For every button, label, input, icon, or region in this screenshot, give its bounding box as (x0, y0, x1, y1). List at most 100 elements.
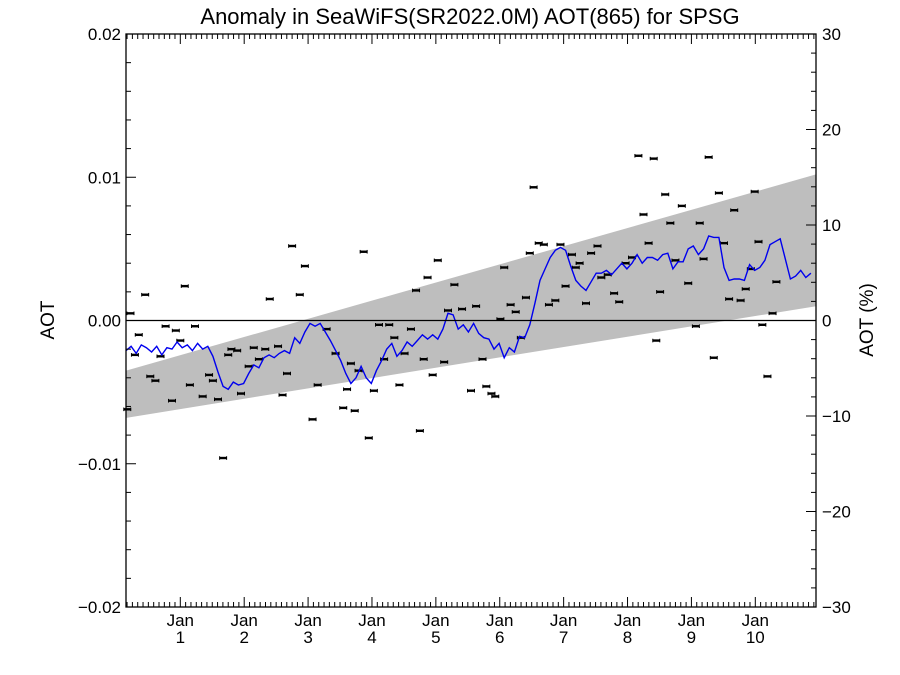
monthly-point (491, 394, 500, 399)
monthly-point (458, 307, 467, 311)
monthly-point (529, 185, 538, 190)
x-tick-label-year: 2 (239, 628, 248, 647)
monthly-point (440, 360, 449, 364)
monthly-point (521, 295, 530, 300)
monthly-point (661, 192, 670, 197)
monthly-point (395, 383, 404, 387)
x-tick-label-year: 5 (431, 628, 440, 647)
x-tick-label-year: 1 (176, 628, 185, 647)
monthly-point (265, 297, 274, 301)
monthly-point (205, 373, 214, 377)
monthly-point (666, 221, 675, 225)
right-tick-label: 10 (822, 216, 841, 235)
monthly-point (699, 257, 708, 261)
monthly-point (615, 300, 624, 304)
left-axis-tick-labels: −0.02 −0.01 0.00 0.01 0.02 (78, 25, 121, 617)
monthly-point (134, 333, 143, 337)
monthly-point (185, 383, 194, 387)
monthly-point (487, 391, 496, 396)
x-tick-label-month: Jan (678, 611, 705, 630)
monthly-point (375, 322, 383, 327)
monthly-point (709, 355, 718, 360)
monthly-point (478, 357, 487, 361)
monthly-point (567, 252, 576, 257)
monthly-point (331, 351, 340, 356)
monthly-point (551, 298, 560, 303)
monthly-point (684, 281, 693, 286)
monthly-point (385, 322, 394, 327)
monthly-point (730, 208, 739, 212)
left-tick-label: 0.01 (88, 168, 121, 187)
x-tick-label-month: Jan (294, 611, 321, 630)
monthly-point (691, 324, 700, 329)
chart-title: Anomaly in SeaWiFS(SR2022.0M) AOT(865) f… (200, 4, 739, 29)
left-tick-label: −0.01 (78, 455, 121, 474)
monthly-point (369, 388, 378, 393)
monthly-point (278, 393, 287, 397)
y-axis-label: AOT (38, 300, 59, 339)
monthly-point (283, 371, 291, 376)
monthly-point (639, 212, 648, 217)
monthly-point (224, 353, 233, 357)
monthly-point (237, 391, 245, 396)
monthly-point (575, 261, 584, 265)
monthly-point (233, 348, 242, 353)
monthly-point (419, 357, 428, 361)
monthly-point (339, 406, 348, 410)
monthly-point (274, 344, 283, 349)
monthly-point (467, 388, 475, 393)
x-tick-label-month: Jan (167, 611, 194, 630)
x-tick-label-month: Jan (230, 611, 257, 630)
monthly-point (300, 264, 309, 268)
axis-ticks-layer (126, 33, 816, 608)
monthly-point (130, 353, 139, 357)
monthly-point (198, 394, 207, 399)
monthly-point (412, 288, 421, 293)
monthly-point (191, 324, 199, 329)
monthly-point (539, 242, 548, 247)
x-tick-label-year: 7 (559, 628, 568, 647)
monthly-point (390, 335, 399, 340)
monthly-point (161, 324, 170, 329)
monthly-point (714, 191, 723, 195)
monthly-point (482, 384, 491, 389)
monthly-point (415, 429, 424, 433)
monthly-point (146, 374, 155, 379)
monthly-point (423, 275, 432, 280)
monthly-point (343, 387, 352, 392)
monthly-point (151, 378, 160, 383)
monthly-point (141, 292, 150, 297)
monthly-point (704, 155, 713, 159)
x-tick-label-month: Jan (742, 611, 769, 630)
x-tick-label-year: 6 (495, 628, 504, 647)
monthly-point (525, 251, 534, 255)
x-tick-label-year: 4 (367, 628, 376, 647)
right-axis-tick-labels: −30 −20 −10 0 10 20 30 (822, 25, 851, 617)
monthly-point (180, 284, 189, 288)
monthly-point (649, 156, 658, 161)
monthly-point (677, 204, 686, 208)
monthly-point (597, 275, 606, 280)
y2-axis-label: AOT (%) (857, 283, 878, 357)
left-tick-label: 0.00 (88, 312, 121, 331)
monthly-point (295, 292, 304, 297)
x-tick-label-year: 9 (687, 628, 696, 647)
monthly-point (219, 456, 228, 460)
monthly-point (695, 221, 704, 225)
monthly-point (364, 436, 373, 440)
monthly-point (156, 354, 165, 359)
monthly-point (656, 290, 665, 294)
monthly-point (350, 408, 359, 413)
monthly-points-layer (123, 153, 781, 460)
monthly-point (288, 244, 297, 248)
monthly-point (772, 280, 781, 284)
monthly-point (433, 258, 442, 263)
left-tick-label: −0.02 (78, 598, 121, 617)
right-tick-label: 0 (822, 312, 831, 331)
smoothed-anomaly-line (125, 235, 812, 391)
monthly-point (506, 302, 515, 307)
monthly-point (556, 242, 565, 247)
monthly-point (544, 302, 553, 307)
x-tick-label-year: 10 (746, 628, 765, 647)
monthly-point (444, 308, 452, 313)
